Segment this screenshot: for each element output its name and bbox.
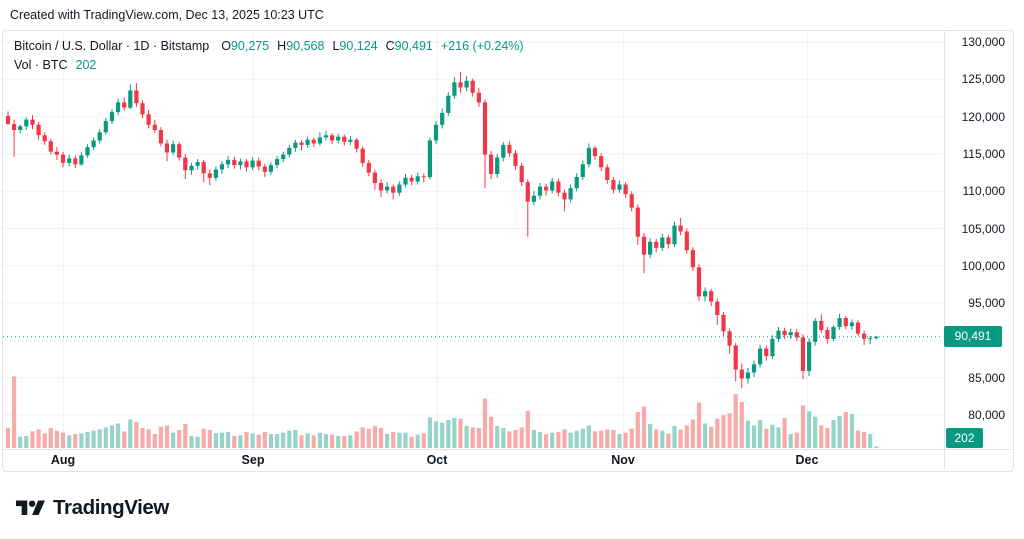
price-axis-label: 95,000 [968,296,1005,311]
price-axis[interactable]: 130,000 125,000 120,000 115,000 110,000 105,0… [950,30,1008,450]
ohlc-close-value: 90,491 [394,39,433,53]
ohlc-open-value: 90,275 [230,39,270,53]
volume-label: Vol · BTC [14,58,68,72]
time-axis-label: Nov [611,453,635,467]
volume-value: 202 [75,58,97,72]
last-volume-badge: 202 [946,428,983,448]
gridlines [3,31,943,450]
time-axis-label: Aug [50,453,76,467]
price-axis-label: 100,000 [961,258,1005,273]
legend: Bitcoin / U.S. Dollar · 1D · Bitstamp O90… [14,37,524,75]
price-axis-label: 120,000 [961,109,1005,124]
ohlc-open-label: O [221,39,231,53]
tradingview-logo[interactable]: TradingView [16,493,169,523]
tradingview-logo-text: TradingView [53,496,169,519]
price-axis-label: 105,000 [961,221,1005,236]
legend-volume-row: Vol · BTC 202 [14,56,524,75]
time-axis-label: Oct [426,453,448,467]
time-axis-label: Dec [795,453,819,467]
price-axis-label: 110,000 [962,184,1006,199]
ohlc-high-value: 90,568 [286,39,325,53]
attribution-text: Created with TradingView.com, Dec 13, 20… [10,8,324,22]
price-axis-label: 130,000 [961,35,1005,49]
price-axis-label: 85,000 [968,370,1005,385]
price-axis-label: 80,000 [968,408,1005,422]
tradingview-logo-icon [16,499,45,515]
candlesticks [5,71,879,389]
ohlc-high-label: H [277,39,287,53]
last-price-badge: 90,491 [944,326,1002,347]
ohlc-low-label: L [332,39,340,53]
volume-bars [5,376,879,448]
ohlc-low-value: 90,124 [339,39,378,53]
time-axis[interactable]: Aug Sep Oct Nov Dec [0,453,944,473]
time-axis-label: Sep [241,453,265,467]
ohlc-close-label: C [385,39,395,53]
price-axis-label: 115,000 [962,146,1006,161]
change-value: +216 (+0.24%) [440,39,524,53]
symbol-title: Bitcoin / U.S. Dollar · 1D · Bitstamp [14,39,210,53]
legend-symbol-row: Bitcoin / U.S. Dollar · 1D · Bitstamp O90… [14,37,524,56]
price-axis-label: 125,000 [961,72,1005,87]
